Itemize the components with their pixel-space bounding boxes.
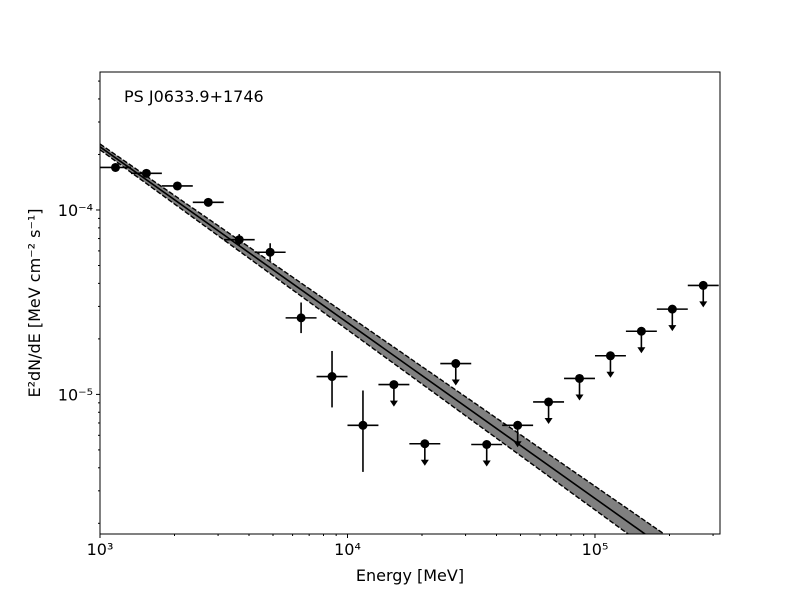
data-point-3 (161, 181, 193, 191)
upper-limit-arrow (451, 379, 460, 386)
data-point-15 (533, 397, 565, 424)
data-point-17 (594, 351, 626, 378)
x-tick-label: 10³ (87, 540, 114, 559)
data-point-12 (440, 359, 472, 386)
flux-marker (110, 162, 120, 172)
model-layer (100, 143, 666, 534)
flux-marker (513, 420, 523, 430)
upper-limit-arrow (513, 441, 522, 448)
flux-marker (420, 439, 430, 449)
upper-limit-arrow (699, 301, 708, 308)
flux-marker (451, 359, 461, 369)
upper-limit-arrow (668, 325, 677, 332)
upper-limit-arrow (389, 400, 398, 407)
flux-marker (234, 235, 244, 245)
data-point-20 (687, 280, 719, 308)
upper-limit-arrow (606, 371, 615, 378)
y-axis-label: E²dN/dE [MeV cm⁻² s⁻¹] (25, 208, 44, 397)
x-tick-label: 10⁴ (334, 540, 361, 559)
data-point-1 (100, 162, 131, 172)
data-point-4 (192, 197, 224, 207)
data-point-19 (656, 304, 688, 332)
x-tick-label: 10⁵ (582, 540, 609, 559)
model-band-lower-edge (100, 149, 630, 534)
y-tick-label: 10⁻⁵ (58, 385, 93, 404)
data-point-16 (564, 373, 595, 401)
data-point-5 (223, 234, 255, 246)
data-point-18 (625, 326, 657, 354)
ticks-layer: 10³ 10⁴ 10⁵ 10⁻⁵ 10⁻⁴ (58, 80, 714, 559)
data-point-2 (130, 168, 162, 178)
data-point-6 (254, 243, 286, 261)
flux-marker (636, 326, 646, 336)
data-point-9 (347, 390, 379, 472)
flux-marker (698, 280, 708, 290)
upper-limit-arrow (544, 417, 553, 424)
flux-marker (172, 181, 182, 191)
data-points-layer (100, 162, 719, 472)
flux-marker (667, 304, 677, 314)
flux-marker (327, 372, 337, 382)
flux-marker (296, 313, 306, 323)
data-point-14 (502, 420, 534, 448)
upper-limit-arrow (482, 460, 491, 467)
flux-marker (358, 420, 368, 430)
data-point-11 (409, 439, 441, 466)
model-band-upper-edge (100, 143, 666, 534)
flux-marker (605, 351, 615, 361)
plot-area (100, 143, 719, 534)
model-best-fit-line (100, 146, 647, 534)
flux-marker (203, 197, 213, 207)
upper-limit-arrow (420, 459, 429, 466)
chart-title: PS J0633.9+1746 (124, 87, 264, 106)
flux-marker (544, 397, 554, 407)
flux-marker (141, 168, 151, 178)
flux-marker (265, 247, 275, 257)
upper-limit-arrow (575, 394, 584, 401)
data-point-10 (378, 380, 410, 407)
flux-marker (575, 373, 585, 383)
data-point-13 (471, 439, 503, 467)
y-tick-label: 10⁻⁴ (58, 201, 93, 220)
flux-marker (482, 439, 492, 449)
data-point-8 (316, 350, 348, 408)
data-point-7 (285, 302, 317, 334)
flux-marker (389, 380, 399, 390)
axes-frame (99, 71, 721, 535)
x-axis-label: Energy [MeV] (356, 566, 464, 585)
upper-limit-arrow (637, 347, 646, 354)
